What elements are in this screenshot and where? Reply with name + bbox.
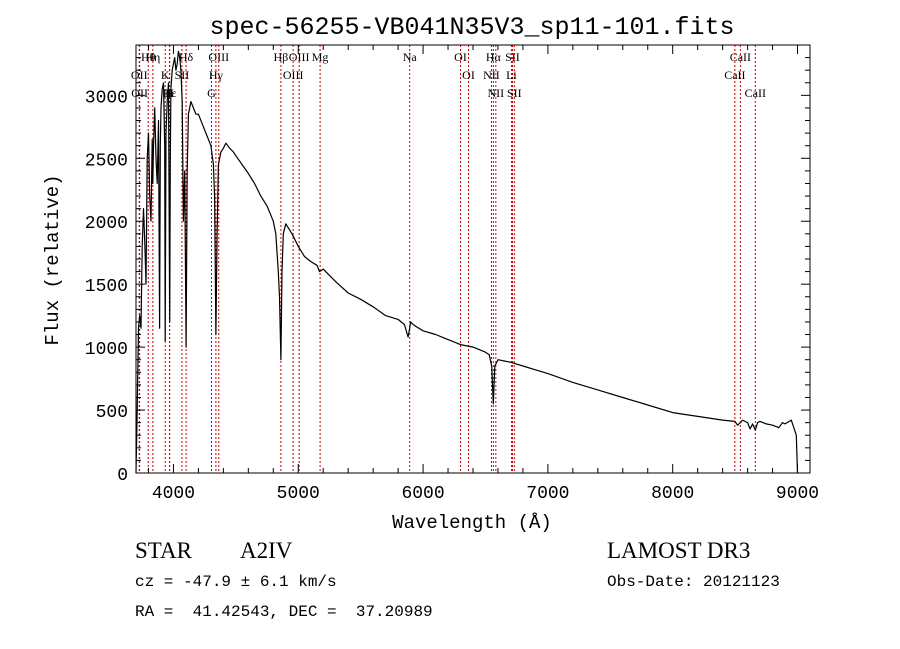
observation-date: Obs-Date: 20121123 xyxy=(607,573,780,591)
chart-title: spec-56255-VB041N35V3_sp11-101.fits xyxy=(209,13,734,42)
y-tick-label: 1500 xyxy=(85,277,128,297)
spectral-line-label: CaII xyxy=(745,86,766,100)
object-class: STAR xyxy=(135,538,192,563)
plot-frame xyxy=(135,44,811,474)
x-tick-label: 7000 xyxy=(526,484,569,504)
y-tick-label: 500 xyxy=(96,403,128,423)
x-tick-label: 9000 xyxy=(776,484,819,504)
spectral-line-label: Li xyxy=(506,68,517,82)
spectral-line-label: Hε xyxy=(163,86,177,100)
redshift-velocity: cz = -47.9 ± 6.1 km/s xyxy=(135,573,337,591)
coordinates: RA = 41.42543, DEC = 37.20989 xyxy=(135,603,433,621)
survey-name: LAMOST DR3 xyxy=(607,538,751,563)
spectral-line-label: Na xyxy=(403,50,418,64)
y-tick-label: 2500 xyxy=(85,151,128,171)
spectral-line-label: CaII xyxy=(724,68,745,82)
y-tick-label: 1000 xyxy=(85,340,128,360)
spectral-line-label: H xyxy=(165,86,174,100)
x-tick-label: 5000 xyxy=(277,484,320,504)
x-tick-label: 4000 xyxy=(152,484,195,504)
spectral-line-label: Hθ xyxy=(141,50,156,64)
y-tick-label: 0 xyxy=(117,466,128,486)
spectral-line-label: NII xyxy=(488,86,505,100)
y-axis-label: Flux (relative) xyxy=(42,174,64,345)
spectral-line-label: SII xyxy=(505,50,520,64)
axis-ticks: 4000 5000 6000 7000 8000 9000 0 500 1000 1500 2000… xyxy=(85,45,819,504)
x-tick-label: 8000 xyxy=(651,484,694,504)
spectral-line-label: Hδ xyxy=(179,50,194,64)
object-subclass: A2IV xyxy=(240,538,293,563)
spectral-line-label: SII xyxy=(507,86,522,100)
spectrum-chart: spec-56255-VB041N35V3_sp11-101.fits Hθ OI… xyxy=(42,13,819,534)
spectral-line-label: Mg xyxy=(312,50,329,64)
y-tick-label: 3000 xyxy=(85,88,128,108)
spectral-line-label: Hγ xyxy=(209,68,224,82)
y-tick-label: 2000 xyxy=(85,214,128,234)
spectral-line-label: Hβ xyxy=(274,50,289,64)
x-axis-label: Wavelength (Å) xyxy=(392,512,552,534)
spectral-line-label: Hα xyxy=(486,50,502,64)
spectral-line-label: NII xyxy=(483,68,500,82)
spectrum-line xyxy=(135,50,799,474)
spectral-line-label: SII xyxy=(175,68,190,82)
spectral-line-label: OIII xyxy=(289,50,310,64)
spectral-line-label: OIII xyxy=(208,50,229,64)
x-tick-label: 6000 xyxy=(401,484,444,504)
spectral-line-label: G xyxy=(207,86,216,100)
spectral-line-markers xyxy=(138,45,756,473)
spectral-line-label: OII xyxy=(131,68,148,82)
spectral-line-label: OII xyxy=(131,86,148,100)
spectral-line-label: Hη xyxy=(145,50,160,64)
spectral-line-label: OIII xyxy=(283,68,304,82)
spectral-line-label: CaII xyxy=(730,50,751,64)
spectral-line-label: OI xyxy=(454,50,467,64)
spectral-line-label: K xyxy=(161,68,170,82)
spectral-line-label: OI xyxy=(462,68,475,82)
